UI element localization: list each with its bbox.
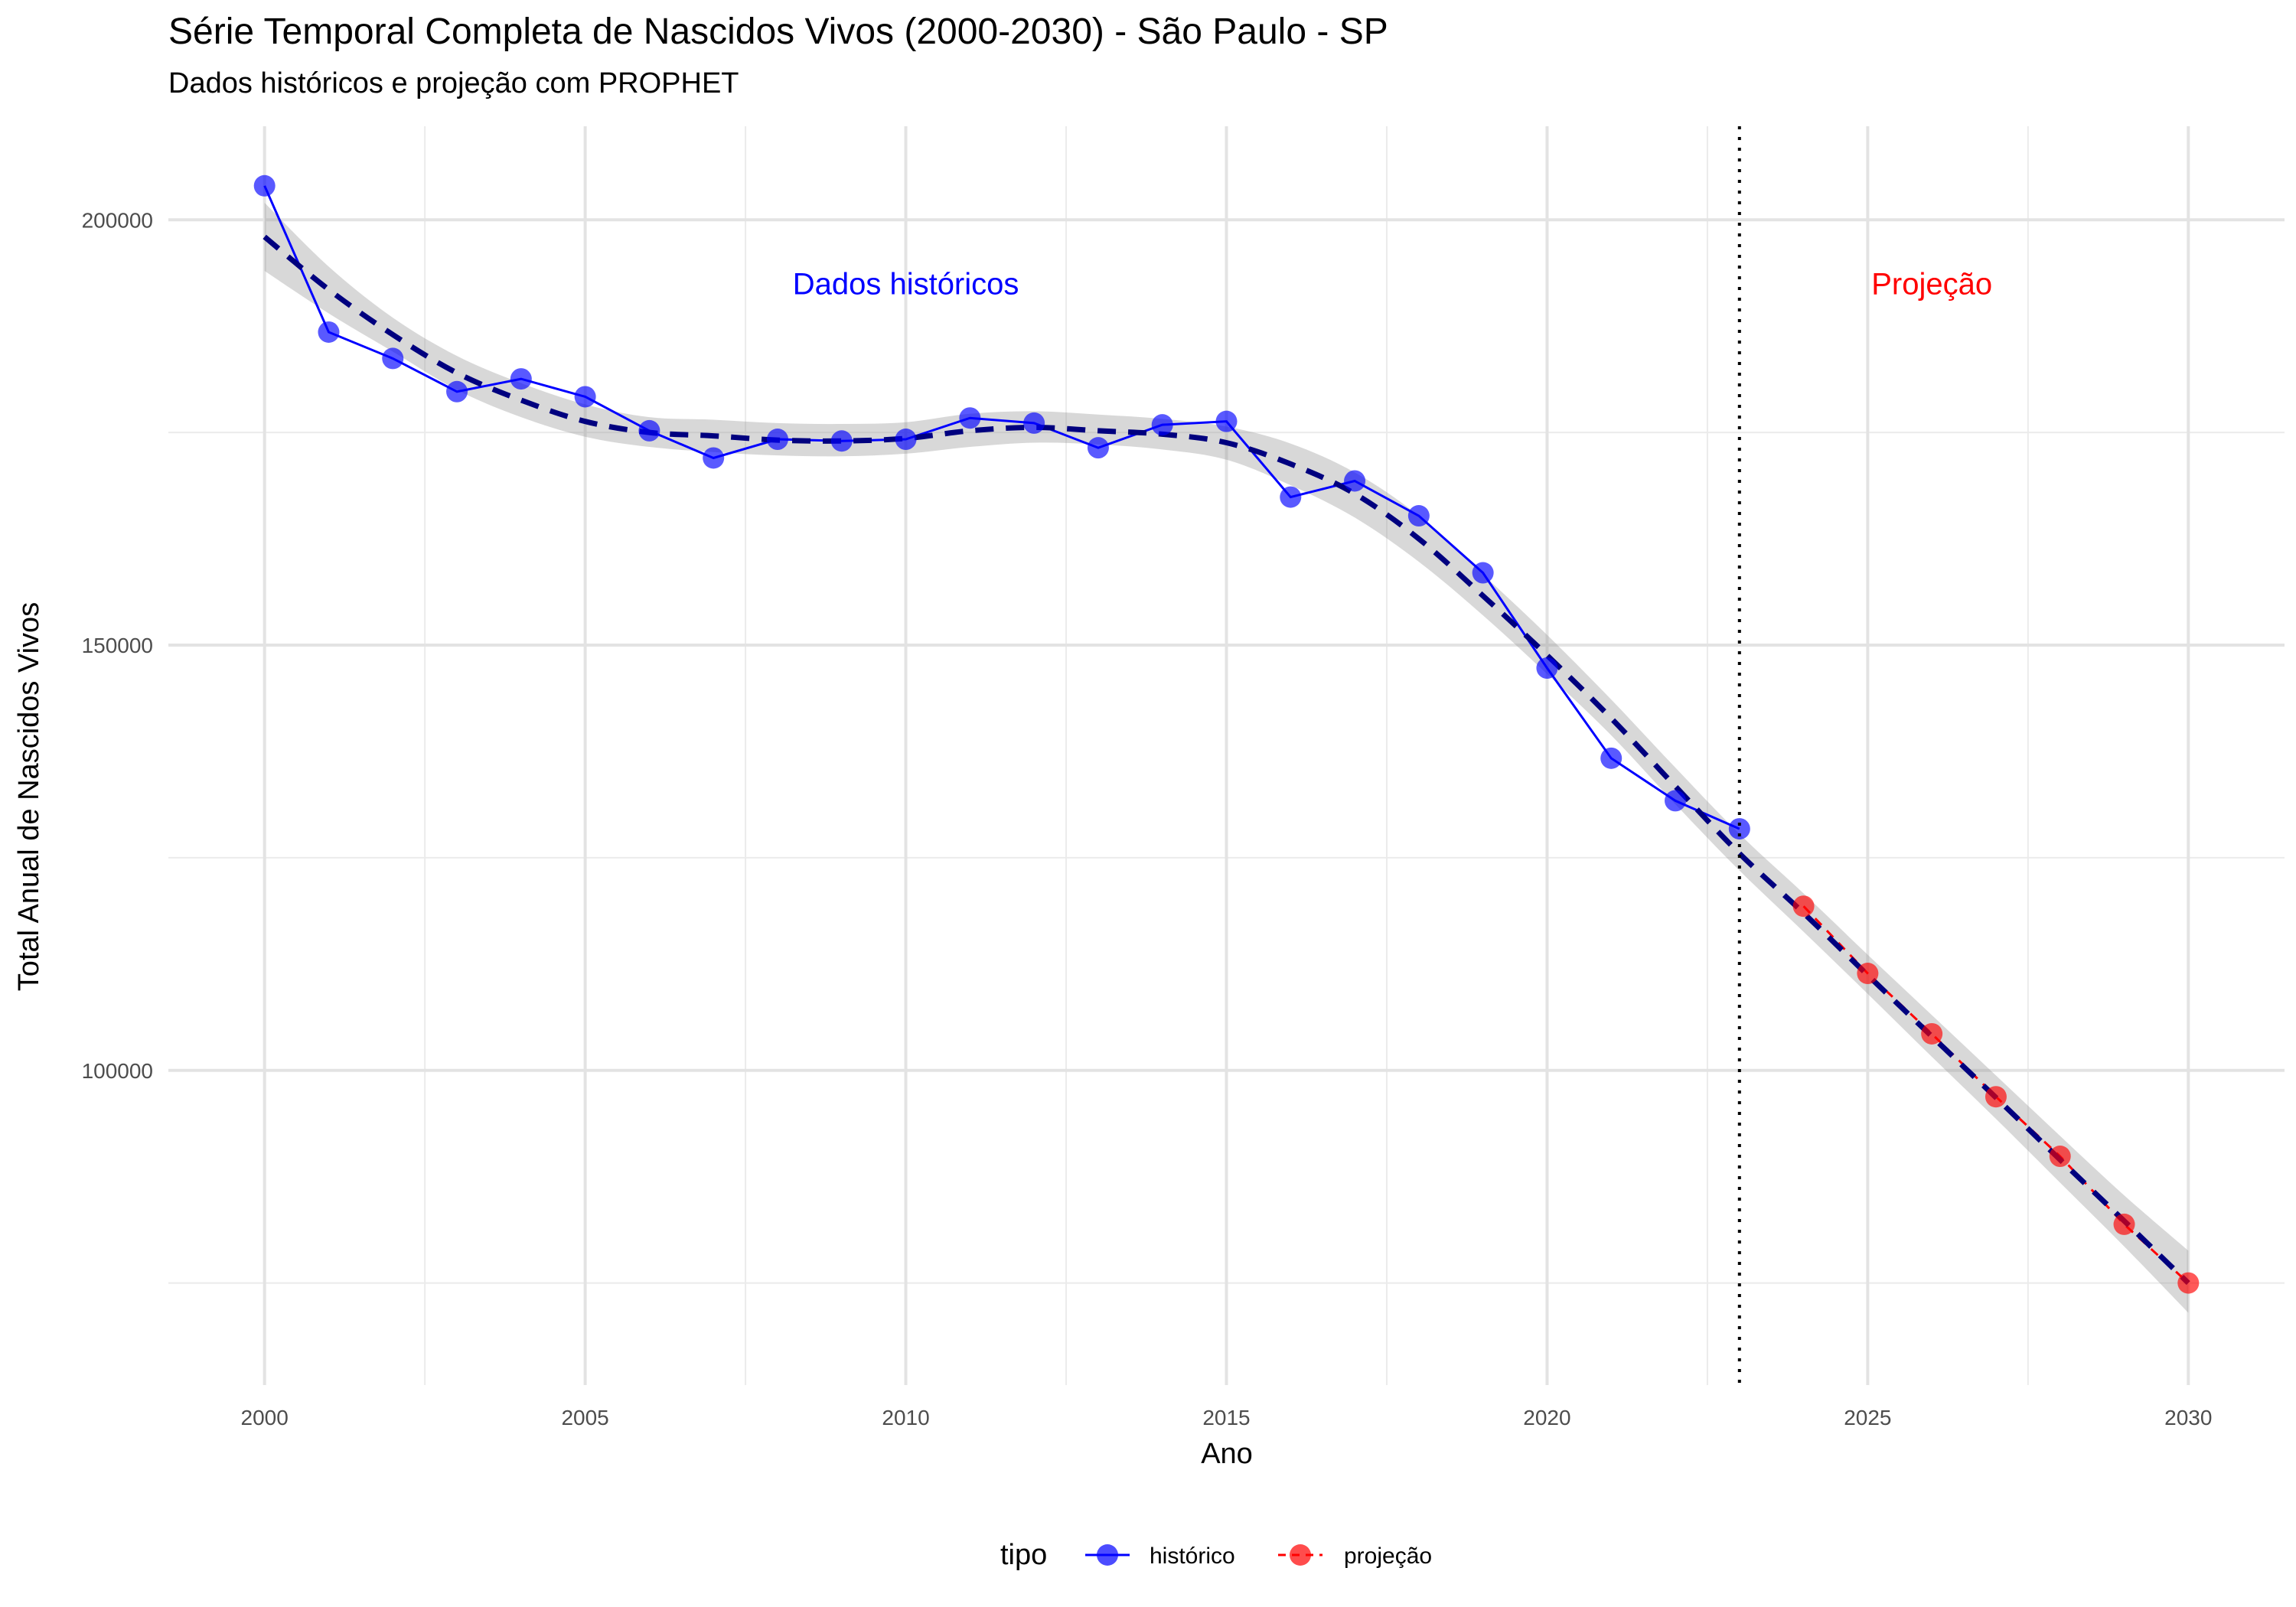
data-points-layer [253, 174, 2200, 1294]
data-point-projecao [1921, 1022, 1943, 1045]
data-point-historico [1087, 437, 1109, 459]
data-point-historico [1407, 505, 1430, 527]
data-point-historico [1280, 486, 1302, 508]
y-tick-label: 200000 [82, 208, 153, 232]
data-point-historico [1215, 410, 1238, 432]
data-point-historico [766, 429, 788, 451]
data-point-historico [1536, 657, 1558, 680]
x-tick-label: 2010 [882, 1406, 929, 1429]
data-point-historico [959, 407, 981, 429]
x-tick-label: 2020 [1523, 1406, 1570, 1429]
chart-subtitle: Dados históricos e projeção com PROPHET [168, 67, 739, 99]
y-tick-label: 100000 [82, 1059, 153, 1083]
data-point-historico [895, 429, 917, 451]
data-point-historico [446, 380, 468, 403]
data-point-historico [1151, 414, 1173, 436]
y-tick-label: 150000 [82, 634, 153, 657]
chart-title: Série Temporal Completa de Nascidos Vivo… [168, 11, 1388, 52]
data-point-historico [1472, 562, 1494, 584]
legend-label-projecao: projeção [1344, 1543, 1432, 1569]
data-point-projecao [2113, 1213, 2135, 1235]
legend-label-historico: histórico [1150, 1543, 1235, 1569]
data-point-projecao [2049, 1146, 2071, 1168]
data-point-historico [318, 321, 340, 343]
legend: tipo histórico projeção [1000, 1539, 1432, 1571]
data-point-historico [638, 419, 660, 442]
annotations-layer: Dados históricos Projeção [793, 268, 1992, 302]
data-point-historico [1728, 818, 1750, 840]
data-point-projecao [1985, 1086, 2007, 1108]
data-point-historico [382, 347, 404, 370]
data-point-historico [253, 174, 276, 197]
data-point-historico [1665, 790, 1687, 812]
legend-title: tipo [1000, 1539, 1047, 1571]
x-axis-title: Ano [1201, 1438, 1253, 1470]
data-point-historico [1600, 747, 1623, 769]
x-tick-label: 2025 [1844, 1406, 1891, 1429]
data-point-historico [1023, 412, 1045, 434]
x-tick-label: 2000 [241, 1406, 289, 1429]
data-point-projecao [2177, 1272, 2200, 1294]
legend-key-point [1290, 1544, 1311, 1566]
data-point-projecao [1857, 963, 1879, 985]
x-tick-label: 2005 [561, 1406, 608, 1429]
x-tick-label: 2030 [2164, 1406, 2212, 1429]
major-gridlines [168, 126, 2285, 1385]
annotation-projecao: Projeção [1871, 268, 1992, 302]
data-point-historico [703, 447, 725, 469]
legend-entry-historico: histórico [1085, 1543, 1235, 1569]
y-axis-title: Total Anual de Nascidos Vivos [13, 602, 45, 991]
data-point-historico [574, 386, 596, 408]
data-point-historico [1344, 470, 1366, 492]
tick-labels-layer: 2000 2005 2010 2015 2020 2025 2030 100000 150000… [82, 208, 2213, 1429]
legend-key-point [1097, 1544, 1118, 1566]
data-point-historico [830, 430, 853, 452]
series-line-historico [263, 185, 1740, 830]
legend-entry-projecao: projeção [1278, 1543, 1432, 1569]
data-point-projecao [1792, 895, 1815, 918]
annotation-historico: Dados históricos [793, 268, 1019, 302]
x-tick-label: 2015 [1202, 1406, 1250, 1429]
data-point-historico [510, 368, 532, 390]
